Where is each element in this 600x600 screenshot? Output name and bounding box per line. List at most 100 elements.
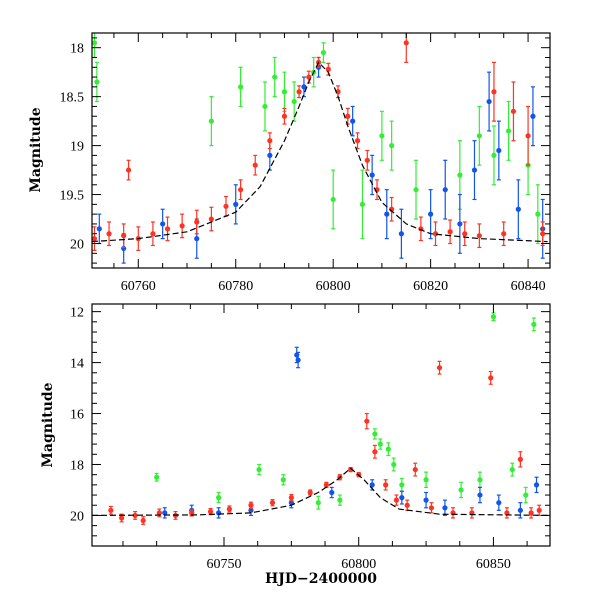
data-point-blue	[530, 86, 536, 147]
data-point-red	[450, 507, 456, 519]
data-point-green	[379, 110, 385, 161]
y-tick-label: 18.5	[60, 91, 85, 106]
x-tick-label: 60750	[207, 557, 242, 572]
data-point-blue	[295, 351, 301, 369]
data-point-red	[164, 216, 171, 242]
data-point-red	[476, 223, 482, 249]
data-point-red	[132, 511, 138, 520]
bottom-panel-frame	[91, 303, 551, 547]
data-point-red	[469, 507, 475, 519]
y-tick-label: 16	[70, 408, 84, 423]
data-point-green	[423, 471, 429, 489]
data-point-green	[535, 184, 541, 245]
data-point-red	[383, 479, 389, 491]
x-tick-label: 60820	[413, 279, 448, 294]
data-point-red	[252, 154, 258, 176]
top-panel: 60760 60780 60800 60820 60840 18 18.5 19 19.5 20…	[28, 32, 551, 294]
data-point-green	[505, 100, 512, 161]
y-tick-label: 18	[70, 458, 84, 473]
data-point-red	[418, 216, 424, 242]
data-point-blue	[96, 213, 102, 245]
data-point-green	[385, 442, 391, 457]
data-point-green	[509, 462, 515, 477]
data-point-green	[272, 56, 278, 98]
data-point-green	[458, 481, 464, 499]
data-point-green	[399, 477, 405, 492]
data-point-red	[432, 221, 439, 247]
data-point-blue	[350, 105, 356, 137]
bottom-panel-y-axis-label: Magnitude	[40, 382, 56, 467]
data-point-blue	[301, 76, 307, 98]
y-tick-label: 19	[70, 140, 84, 155]
data-point-red	[108, 505, 114, 515]
data-point-red	[462, 221, 468, 247]
x-tick-label: 60800	[316, 279, 351, 294]
data-point-red	[412, 462, 418, 477]
x-tick-label: 60760	[121, 279, 156, 294]
data-point-blue	[423, 491, 429, 509]
top-panel-ticks	[92, 33, 550, 268]
data-point-green	[490, 312, 497, 322]
data-point-red	[288, 493, 294, 502]
data-point-red	[354, 132, 361, 150]
top-panel-y-axis-label: Magnitude	[28, 107, 44, 192]
data-point-blue	[399, 490, 405, 505]
data-point-red	[428, 502, 435, 514]
data-point-red	[179, 213, 185, 239]
data-point-red	[404, 499, 410, 511]
data-point-blue	[398, 208, 404, 259]
data-point-green	[389, 120, 395, 171]
data-point-red	[248, 501, 254, 509]
data-point-green	[337, 494, 343, 506]
data-point-red	[491, 61, 497, 122]
x-tick-label: 60850	[476, 557, 511, 572]
data-point-green	[291, 81, 297, 122]
bottom-panel: 60750 60800 60850 12 14 16 18 20 Magnitude HJD…	[40, 303, 551, 587]
data-point-red	[140, 516, 146, 525]
data-point-red	[269, 499, 276, 507]
data-point-red	[510, 81, 517, 142]
data-point-green	[281, 71, 288, 112]
data-point-red	[267, 132, 273, 150]
data-point-red	[207, 507, 214, 516]
data-point-blue	[515, 179, 521, 240]
data-point-red	[488, 370, 494, 385]
data-point-green	[531, 317, 537, 332]
x-tick-label: 60800	[341, 557, 376, 572]
data-point-green	[372, 428, 378, 440]
data-point-red	[121, 223, 127, 249]
data-point-red	[150, 221, 156, 247]
data-point-green	[280, 474, 286, 486]
y-tick-label: 20	[70, 238, 84, 253]
data-point-green	[523, 486, 529, 504]
data-point-green	[476, 105, 482, 166]
data-point-green	[491, 125, 497, 186]
data-point-green	[154, 472, 160, 482]
data-point-red	[91, 226, 98, 251]
data-point-red	[536, 504, 542, 517]
data-point-green	[94, 61, 100, 103]
y-tick-label: 20	[70, 509, 84, 524]
data-point-red	[501, 221, 507, 247]
data-point-red	[447, 219, 453, 245]
data-point-blue	[329, 486, 335, 499]
y-tick-label: 18	[70, 42, 84, 57]
bottom-panel-x-axis-label: HJD−2400000	[265, 571, 377, 587]
data-point-green	[359, 169, 366, 240]
bottom-panel-data-points	[108, 312, 542, 525]
data-point-red	[156, 508, 162, 518]
data-point-blue	[533, 476, 540, 494]
bottom-panel-ticks	[92, 304, 550, 547]
data-point-red	[517, 451, 523, 468]
data-point-blue	[477, 486, 483, 504]
data-point-red	[125, 159, 132, 181]
data-point-blue	[233, 184, 239, 225]
data-point-green	[315, 495, 321, 510]
data-point-red	[296, 85, 302, 99]
data-point-blue	[486, 71, 492, 132]
data-point-green	[377, 438, 383, 450]
data-point-blue	[496, 120, 502, 181]
data-point-red	[364, 149, 370, 171]
data-point-red	[436, 360, 443, 375]
